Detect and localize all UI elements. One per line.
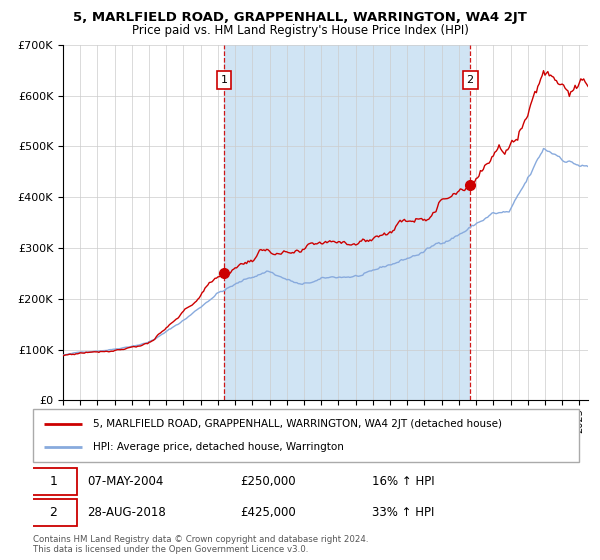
Text: 5, MARLFIELD ROAD, GRAPPENHALL, WARRINGTON, WA4 2JT (detached house): 5, MARLFIELD ROAD, GRAPPENHALL, WARRINGT…: [93, 419, 502, 429]
Text: 28-AUG-2018: 28-AUG-2018: [88, 506, 166, 519]
Text: 2: 2: [467, 76, 473, 85]
Text: 33% ↑ HPI: 33% ↑ HPI: [371, 506, 434, 519]
FancyBboxPatch shape: [30, 468, 77, 496]
Bar: [224, 45, 470, 400]
Text: 5, MARLFIELD ROAD, GRAPPENHALL, WARRINGTON, WA4 2JT: 5, MARLFIELD ROAD, GRAPPENHALL, WARRINGT…: [73, 11, 527, 24]
FancyBboxPatch shape: [33, 409, 579, 462]
Text: £425,000: £425,000: [241, 506, 296, 519]
Text: 07-MAY-2004: 07-MAY-2004: [88, 475, 164, 488]
Text: 2: 2: [49, 506, 57, 519]
Text: 1: 1: [220, 76, 227, 85]
FancyBboxPatch shape: [30, 498, 77, 526]
Text: £250,000: £250,000: [241, 475, 296, 488]
Text: Price paid vs. HM Land Registry's House Price Index (HPI): Price paid vs. HM Land Registry's House …: [131, 24, 469, 36]
Text: Contains HM Land Registry data © Crown copyright and database right 2024.
This d: Contains HM Land Registry data © Crown c…: [33, 535, 368, 554]
Text: 1: 1: [49, 475, 57, 488]
Text: 16% ↑ HPI: 16% ↑ HPI: [371, 475, 434, 488]
Text: HPI: Average price, detached house, Warrington: HPI: Average price, detached house, Warr…: [93, 442, 344, 452]
